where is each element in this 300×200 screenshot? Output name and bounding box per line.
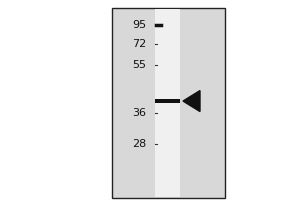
Text: 55: 55 [132,60,146,70]
Text: 36: 36 [132,108,146,118]
Polygon shape [183,91,200,112]
Text: 28: 28 [132,139,146,149]
Bar [112,8,225,198]
Bar [155,9,180,197]
Text: 72: 72 [132,39,146,49]
Bar [155,99,180,103]
Text: 95: 95 [132,20,146,30]
